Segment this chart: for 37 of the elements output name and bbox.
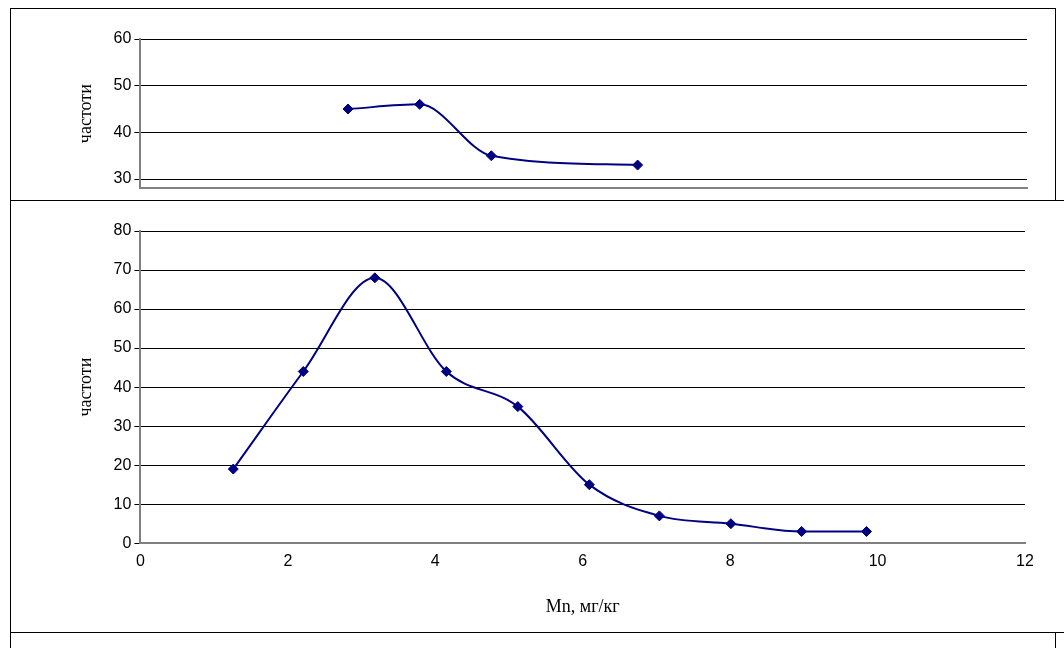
y-tick-label: 10 (113, 494, 132, 512)
x-axis-title: Mn, мг/кг (545, 595, 620, 616)
y-tick-label: 60 (113, 299, 132, 317)
x-tick-label: 4 (430, 552, 440, 570)
y-tick-label: 30 (113, 416, 132, 434)
y-tick-label: 40 (113, 122, 132, 140)
point (861, 525, 873, 537)
y-tick-label: 30 (113, 169, 132, 187)
point (725, 518, 737, 530)
x-tick-label: 10 (868, 552, 887, 570)
y-tick-label: 0 (122, 533, 132, 551)
x-tick-label: 0 (135, 552, 145, 570)
point (796, 525, 808, 537)
point (485, 150, 497, 162)
y-tick-label: 60 (113, 29, 132, 47)
x-tick-label: 12 (1016, 552, 1034, 570)
y-tick-label: 20 (113, 455, 132, 473)
y-tick-label: 80 (113, 221, 132, 239)
y-tick-label: 70 (113, 260, 132, 278)
point (632, 159, 644, 171)
point (512, 401, 524, 413)
point (440, 365, 452, 377)
point (369, 272, 381, 284)
point (342, 103, 354, 115)
y-axis-title: частоти (74, 357, 95, 417)
x-tick-label: 8 (725, 552, 735, 570)
point (583, 479, 595, 491)
y-axis-title: частоти (74, 83, 95, 144)
point (653, 510, 665, 522)
y-tick-label: 50 (113, 76, 132, 94)
y-tick-label: 40 (113, 377, 132, 395)
point (227, 463, 239, 475)
point (297, 365, 309, 377)
x-tick-label: 2 (283, 552, 293, 570)
point (414, 98, 426, 110)
y-tick-label: 50 (113, 338, 132, 356)
x-tick-label: 6 (578, 552, 588, 570)
